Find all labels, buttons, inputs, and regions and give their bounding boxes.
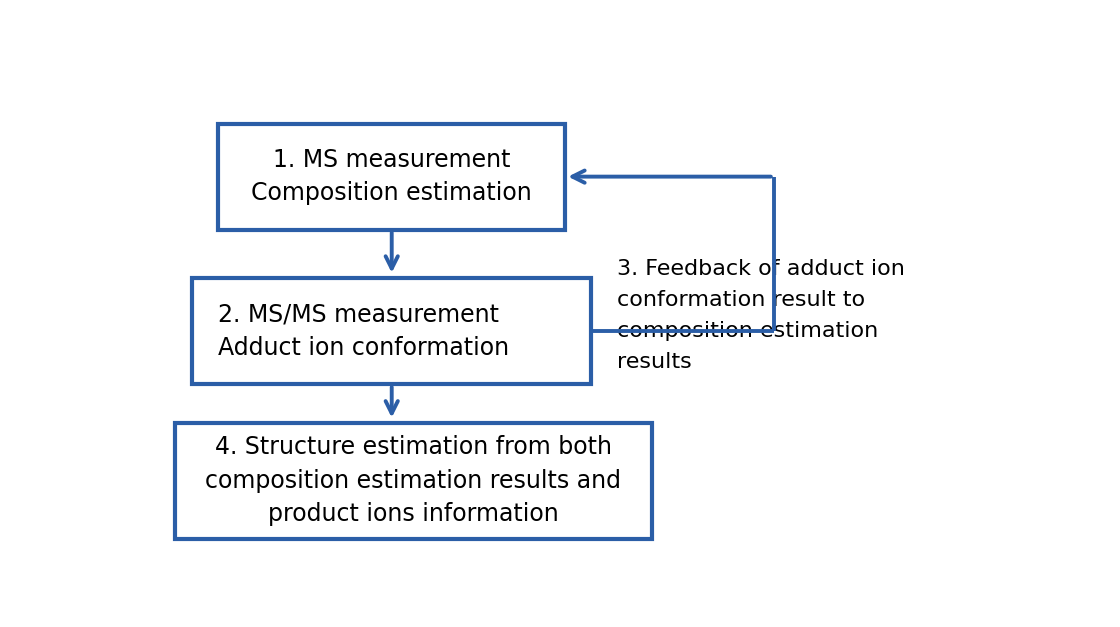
FancyBboxPatch shape [218,124,566,229]
FancyBboxPatch shape [193,278,591,384]
Text: 2. MS/MS measurement
Adduct ion conformation: 2. MS/MS measurement Adduct ion conforma… [218,302,510,360]
Text: 1. MS measurement
Composition estimation: 1. MS measurement Composition estimation [251,148,532,206]
Text: 3. Feedback of adduct ion
conformation result to
composition estimation
results: 3. Feedback of adduct ion conformation r… [617,259,905,372]
Text: 4. Structure estimation from both
composition estimation results and
product ion: 4. Structure estimation from both compos… [205,435,622,526]
FancyBboxPatch shape [175,423,652,539]
